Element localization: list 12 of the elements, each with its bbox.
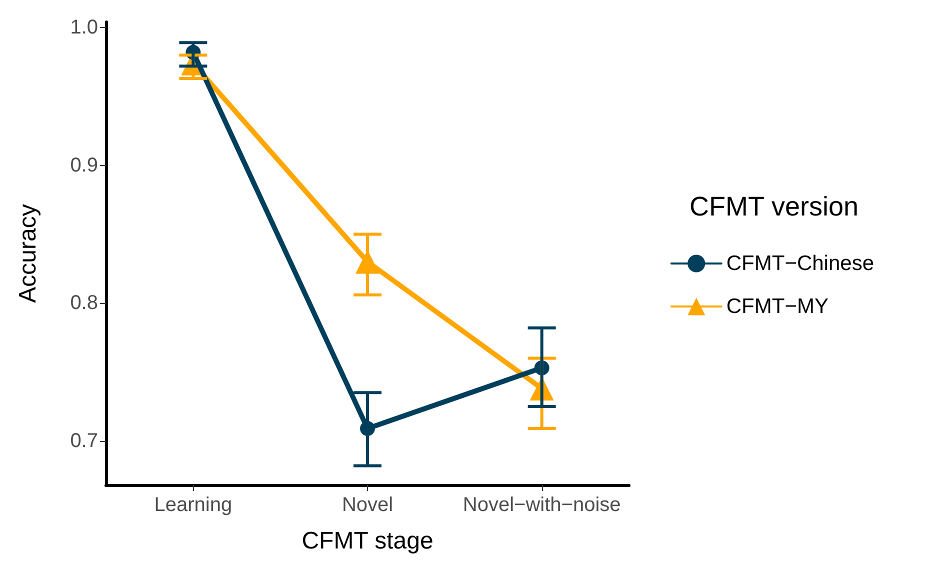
x-tick-label: Novel−with−noise <box>462 494 621 516</box>
legend-label: CFMT−Chinese <box>726 252 874 275</box>
y-axis-title: Accuracy <box>14 204 42 303</box>
y-tick-label: 1.0 <box>70 16 98 39</box>
legend-label: CFMT−MY <box>726 295 828 318</box>
x-tick-label: Learning <box>154 494 232 516</box>
y-tick-label: 0.8 <box>70 292 98 314</box>
x-axis-title: CFMT stage <box>302 528 434 554</box>
legend-title: CFMT version <box>689 192 859 222</box>
y-tick-label: 0.7 <box>70 430 98 452</box>
y-tick-label: 0.9 <box>70 154 98 176</box>
x-tick-label: Novel <box>342 494 394 516</box>
